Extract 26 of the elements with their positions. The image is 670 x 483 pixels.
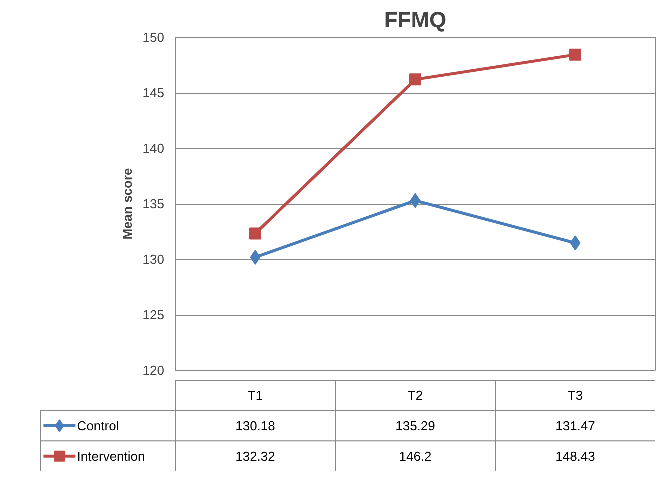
legend-label: Control (77, 418, 120, 434)
point (250, 250, 261, 265)
x-tick-label: T1 (248, 388, 264, 404)
data-label: 130.18 (236, 418, 276, 434)
chart-title: FFMQ (384, 8, 447, 32)
y-axis-title: Mean score (120, 168, 135, 240)
data-label: 146.2 (399, 448, 432, 464)
y-tick-label: 130 (142, 252, 165, 267)
point (410, 74, 422, 86)
point (570, 48, 582, 61)
legend-label: Intervention (77, 448, 146, 464)
y-tick-label: 150 (142, 30, 165, 45)
y-tick-label: 120 (142, 363, 165, 378)
point (250, 228, 262, 240)
data-label: 135.29 (396, 418, 436, 434)
y-tick-label: 145 (142, 86, 165, 100)
data-label: 148.43 (556, 448, 596, 464)
point (410, 193, 421, 208)
x-tick-label: T3 (568, 388, 584, 404)
y-tick-label: 140 (142, 141, 165, 156)
x-tick-label: T2 (408, 388, 424, 404)
data-label: 132.32 (236, 448, 276, 464)
y-tick-label: 135 (142, 196, 165, 212)
y-tick-label: 125 (142, 308, 165, 322)
data-label: 131.47 (556, 418, 596, 434)
point (570, 236, 581, 251)
